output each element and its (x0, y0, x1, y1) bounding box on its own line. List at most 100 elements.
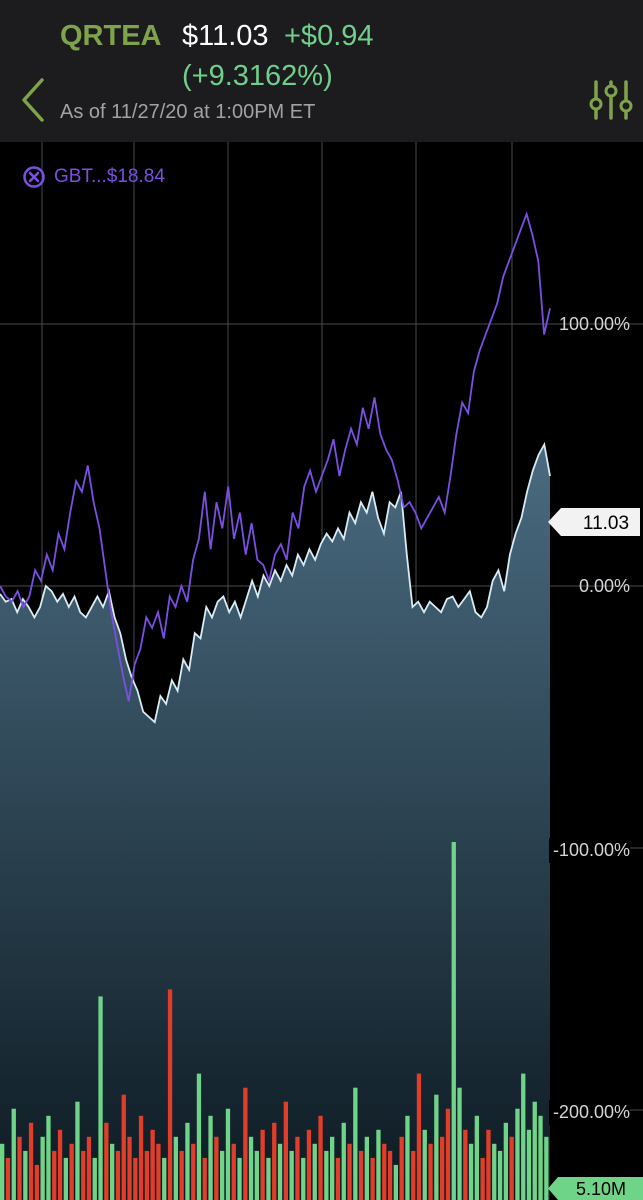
volume-bar (156, 1143, 161, 1200)
volume-bar (225, 1108, 231, 1200)
volume-bar (266, 1157, 271, 1200)
volume-bar (17, 1136, 22, 1200)
volume-bar (46, 1115, 51, 1200)
volume-bar (538, 1115, 543, 1200)
y-axis-label: -200.00% (548, 1100, 630, 1125)
volume-bar (440, 1136, 445, 1200)
volume-bar (364, 1136, 369, 1200)
volume-bar (405, 1115, 410, 1200)
volume-bar (40, 1136, 45, 1200)
current-price-marker: 11.03 (548, 508, 640, 536)
volume-bar (92, 1157, 97, 1200)
ticker-symbol: QRTEA (60, 20, 162, 52)
volume-bar (173, 1136, 178, 1200)
close-circle-icon[interactable] (22, 165, 46, 189)
volume-bar (231, 1143, 236, 1200)
volume-bar (347, 1143, 352, 1200)
volume-bar (434, 1094, 439, 1200)
volume-bar (191, 1143, 196, 1200)
volume-bar (52, 1150, 57, 1200)
volume-bar (330, 1136, 335, 1200)
volume-bar (283, 1101, 288, 1200)
volume-bar (208, 1115, 213, 1200)
volume-bar (393, 1164, 398, 1200)
volume-bar (63, 1157, 68, 1200)
price-area (0, 444, 550, 1200)
sliders-icon[interactable] (586, 78, 636, 122)
volume-bar (399, 1136, 404, 1200)
volume-bar (376, 1129, 381, 1200)
price-chart[interactable] (0, 142, 643, 1200)
chevron-left-icon[interactable] (14, 76, 54, 124)
price-change: +$0.94 (284, 20, 374, 52)
volume-bar (150, 1129, 155, 1200)
volume-bar (353, 1087, 358, 1200)
volume-bar (237, 1157, 242, 1200)
compare-legend: GBT...$18.84 (22, 164, 165, 190)
volume-bar (214, 1136, 219, 1200)
current-price-value: 11.03 (583, 513, 629, 534)
volume-bar (220, 1150, 225, 1200)
volume-bar (503, 1122, 508, 1200)
volume-bar (121, 1094, 126, 1200)
price-line (0, 441, 551, 724)
volume-bar (57, 1129, 63, 1200)
volume-bar (480, 1157, 485, 1200)
volume-bar (463, 1129, 468, 1200)
volume-bar (445, 1108, 451, 1200)
volume-bar (243, 1087, 248, 1200)
volume-bar (254, 1150, 259, 1200)
header: QRTEA $11.03 +$0.94 (+9.3162%) As of 11/… (0, 0, 643, 142)
volume-bar (370, 1157, 375, 1200)
volume-bar (277, 1143, 283, 1200)
volume-bar (81, 1150, 86, 1200)
volume-bar (358, 1150, 364, 1200)
volume-bar (509, 1136, 514, 1200)
volume-bar (428, 1143, 433, 1200)
volume-bar (133, 1157, 138, 1200)
volume-bar (86, 1136, 92, 1200)
volume-bar (457, 1087, 462, 1200)
y-axis-label: -100.00% (548, 838, 630, 863)
y-axis-label: 100.00% (558, 314, 630, 334)
volume-bar (0, 1143, 5, 1200)
last-price: $11.03 (182, 20, 269, 52)
volume-bar (144, 1150, 149, 1200)
compare-label: GBT...$18.84 (54, 166, 165, 187)
volume-bar (5, 1157, 11, 1200)
price-change-percent: (+9.3162%) (182, 60, 333, 92)
volume-bar (312, 1143, 317, 1200)
volume-bar (272, 1122, 277, 1200)
volume-bar (110, 1143, 115, 1200)
volume-bar (104, 1122, 109, 1200)
volume-bar (138, 1115, 144, 1200)
volume-bar (167, 989, 173, 1200)
y-axis-label: 0.00% (578, 576, 630, 596)
volume-bar (301, 1157, 306, 1200)
volume-bar (248, 1136, 254, 1200)
volume-bar (34, 1164, 39, 1200)
volume-bar (162, 1157, 167, 1200)
volume-bar (98, 996, 103, 1200)
volume-bar (115, 1150, 121, 1200)
volume-bar (521, 1073, 526, 1200)
volume-bar (532, 1101, 537, 1200)
volume-bar (486, 1129, 491, 1200)
volume-bar (416, 1073, 422, 1200)
volume-bar (335, 1157, 341, 1200)
volume-bar (422, 1129, 427, 1200)
volume-bar (179, 1150, 184, 1200)
volume-bar (185, 1122, 190, 1200)
volume-bar (11, 1108, 16, 1200)
volume-bar (260, 1129, 265, 1200)
timestamp: As of 11/27/20 at 1:00PM ET (60, 101, 316, 123)
volume-bar (318, 1115, 323, 1200)
volume-bar (387, 1150, 393, 1200)
volume-bar (411, 1150, 416, 1200)
volume-bar (196, 1073, 202, 1200)
volume-bar (295, 1136, 300, 1200)
volume-bar (75, 1101, 80, 1200)
volume-bar (526, 1129, 532, 1200)
volume-max-marker: 5.10M (548, 1177, 643, 1200)
volume-bar (515, 1108, 520, 1200)
